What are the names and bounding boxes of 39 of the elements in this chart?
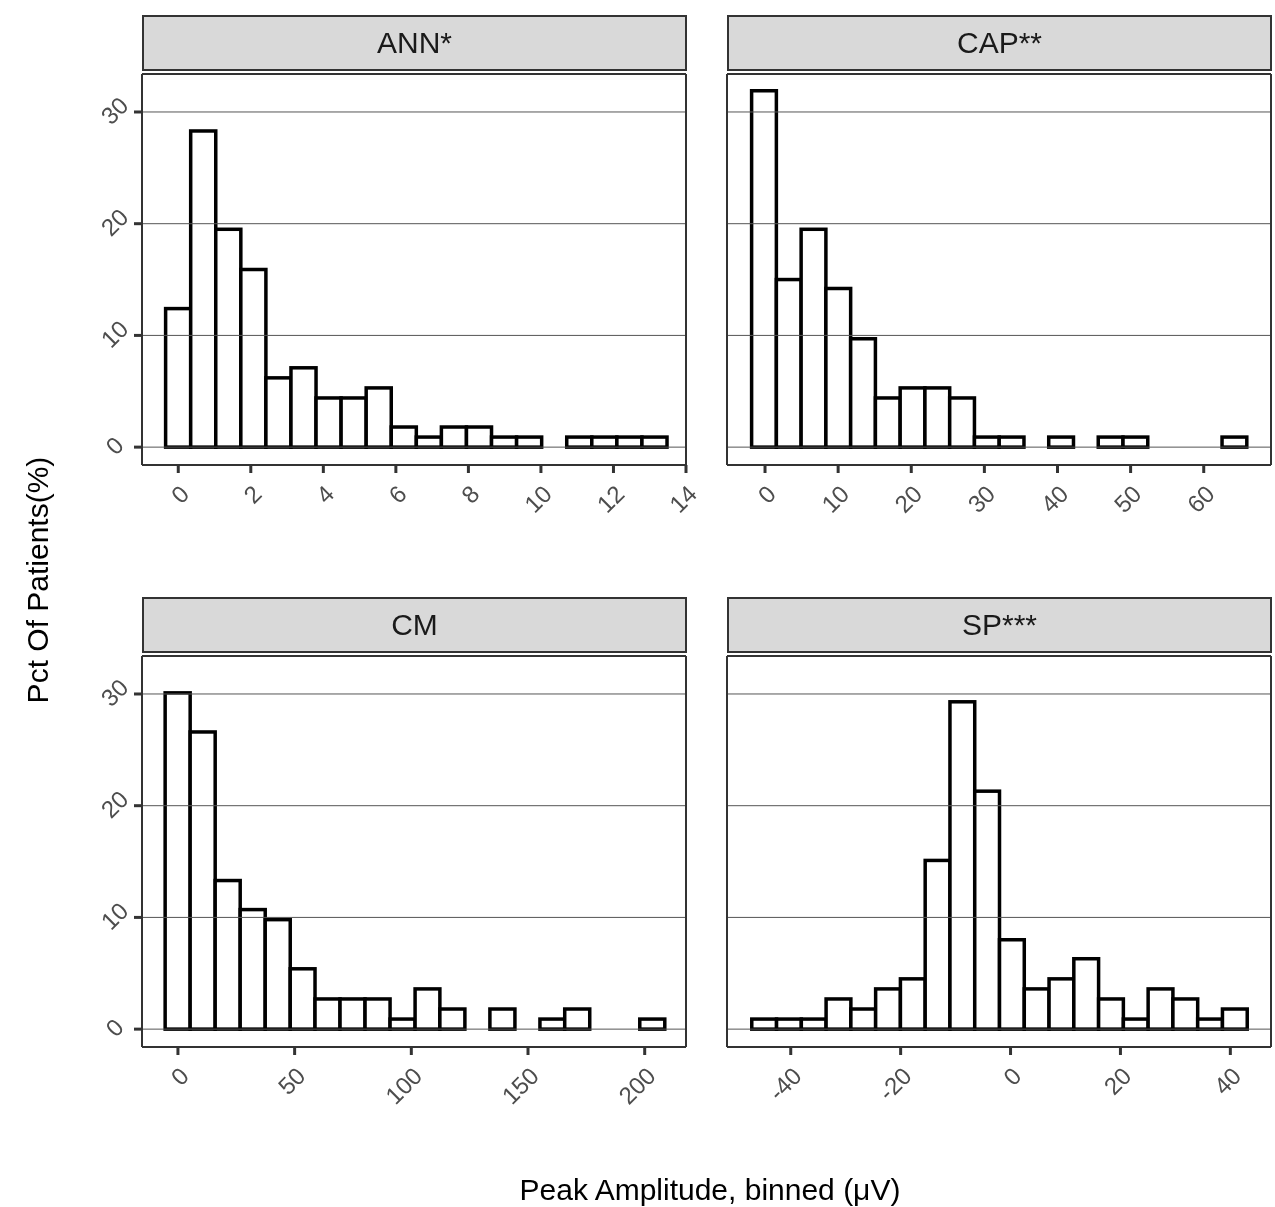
x-tick-label: 40 — [1035, 479, 1074, 518]
x-tick-label: 50 — [1108, 479, 1147, 518]
x-tick-label: 100 — [379, 1061, 428, 1110]
y-tick-label: 0 — [100, 431, 129, 460]
y-tick-label: 20 — [95, 785, 134, 824]
x-tick-label: 30 — [962, 479, 1001, 518]
y-tick-label: 0 — [100, 1013, 129, 1042]
x-tick-label: 0 — [165, 479, 195, 509]
x-axis-title: Peak Amplitude, binned (μV) — [519, 1173, 901, 1207]
x-tick-label: 20 — [889, 479, 928, 518]
y-axis-title: Pct Of Patients(%) — [21, 456, 55, 704]
y-tick-label: 10 — [95, 896, 134, 935]
x-tick-label: 10 — [816, 479, 855, 518]
x-tick-label: 50 — [272, 1061, 311, 1100]
chart-title: SP*** — [961, 608, 1038, 642]
chart-title: CAP** — [956, 26, 1043, 60]
y-tick-label: 20 — [95, 203, 134, 242]
x-tick-label: 0 — [752, 479, 781, 509]
chart-title: ANN* — [376, 26, 452, 60]
x-tick-label: 8 — [455, 479, 485, 509]
x-tick-label: 0 — [997, 1061, 1027, 1091]
x-tick-label: 0 — [165, 1061, 194, 1091]
x-tick-label: 150 — [496, 1061, 544, 1110]
x-tick-label: 200 — [613, 1061, 661, 1110]
x-tick-label: -20 — [873, 1061, 917, 1106]
x-tick-label: 20 — [1098, 1061, 1137, 1100]
x-tick-label: 4 — [310, 479, 340, 509]
y-tick-label: 10 — [95, 314, 134, 353]
x-tick-label: -40 — [763, 1061, 807, 1106]
x-tick-label: 12 — [591, 479, 630, 518]
y-tick-label: 30 — [95, 91, 134, 130]
x-tick-label: 60 — [1181, 479, 1220, 518]
chart-title: CM — [391, 608, 438, 642]
x-tick-label: 2 — [238, 479, 267, 509]
x-tick-label: 6 — [383, 479, 412, 509]
x-tick-label: 40 — [1208, 1061, 1247, 1100]
x-tick-label: 10 — [518, 479, 557, 518]
y-tick-label: 30 — [95, 673, 134, 712]
x-tick-label: 14 — [664, 479, 702, 518]
